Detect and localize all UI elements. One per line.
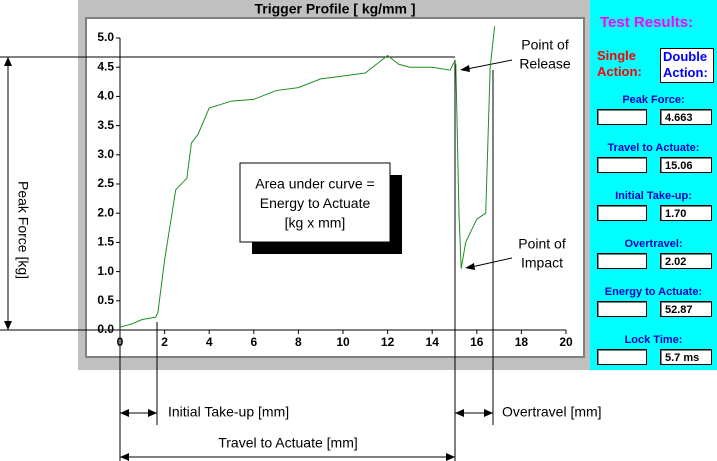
y-tick-label: 0.5 (97, 293, 114, 307)
area-box (239, 162, 391, 243)
area_box-text: [kg x mm] (285, 215, 346, 231)
y-tick-label: 4.5 (97, 59, 114, 73)
double-action: Action: (663, 65, 708, 80)
x-tick-label: 6 (250, 335, 257, 349)
y-tick-label: 3.0 (97, 147, 114, 161)
impact-text: Impact (521, 255, 563, 271)
area_box-text: Area under curve = (255, 176, 374, 192)
result-label: Travel to Actuate: (607, 142, 700, 154)
double-action: Double (663, 49, 708, 64)
result-empty-box (597, 157, 647, 173)
result-label: Overtravel: (624, 238, 683, 250)
result-empty-box (597, 349, 647, 365)
result-value: 1.70 (660, 205, 712, 221)
result-value: 4.663 (660, 109, 712, 125)
release-text: Release (519, 56, 571, 72)
y-tick-label: 1.0 (97, 264, 114, 278)
results-title: Test Results: (600, 14, 694, 31)
y-tick-label: 2.0 (97, 205, 114, 219)
x-tick-label: 12 (381, 335, 395, 349)
result-label: Peak Force: (622, 94, 685, 106)
overtravel-label: Overtravel [mm] (502, 404, 602, 420)
result-value: 2.02 (660, 253, 712, 269)
y-tick-label: 5.0 (97, 30, 114, 44)
x-tick-label: 0 (117, 335, 124, 349)
x-tick-label: 20 (559, 335, 573, 349)
impact-text: Point of (518, 236, 566, 252)
result-value: 52.87 (660, 301, 712, 317)
result-value: 5.7 ms (660, 349, 712, 365)
x-tick-label: 10 (336, 335, 350, 349)
x-tick-label: 2 (161, 335, 168, 349)
take-up-label: Initial Take-up [mm] (168, 404, 289, 420)
y-tick-label: 2.5 (97, 176, 114, 190)
y-tick-label: 3.5 (97, 118, 114, 132)
x-tick-label: 8 (295, 335, 302, 349)
result-empty-box (597, 205, 647, 221)
y-tick-label: 1.5 (97, 235, 114, 249)
area_box-text: Energy to Actuate (260, 195, 371, 211)
x-tick-label: 4 (206, 335, 213, 349)
result-empty-box (597, 301, 647, 317)
peak-force-label: Peak Force [kg] (15, 181, 31, 279)
trigger-curve (119, 26, 496, 328)
release-text: Point of (521, 37, 569, 53)
x-tick-label: 14 (426, 335, 440, 349)
y-tick-label: 0.0 (97, 322, 114, 336)
double-action-box (660, 48, 714, 83)
single-action: Action: (597, 64, 642, 79)
dimension-lines (0, 56, 513, 461)
x-tick-label: 18 (515, 335, 529, 349)
y-tick-label: 4.0 (97, 89, 114, 103)
results-panel: Test Results: Single Action: Double Action: P… (590, 0, 717, 370)
result-value: 15.06 (660, 157, 712, 173)
result-empty-box (597, 253, 647, 269)
result-label: Initial Take-up: (615, 190, 692, 202)
x-tick-label: 16 (470, 335, 484, 349)
result-label: Energy to Actuate: (604, 286, 703, 298)
travel-label: Travel to Actuate [mm] (218, 435, 358, 451)
result-empty-box (597, 109, 647, 125)
chart-title: Trigger Profile [ kg/mm ] (254, 1, 415, 17)
result-label: Lock Time: (624, 334, 683, 346)
single-action: Single (597, 48, 637, 63)
